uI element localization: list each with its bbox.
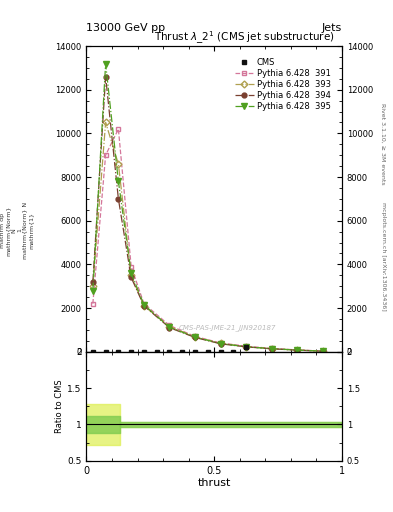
Pythia 6.428  394: [167, 325, 172, 331]
Line: Pythia 6.428  395: Pythia 6.428 395: [90, 60, 326, 354]
Pythia 6.428  394: [269, 346, 274, 352]
Pythia 6.428  391: [103, 152, 108, 158]
CMS: [218, 349, 223, 355]
Line: Pythia 6.428  391: Pythia 6.428 391: [90, 126, 325, 353]
Text: Rivet 3.1.10, ≥ 3M events: Rivet 3.1.10, ≥ 3M events: [381, 102, 386, 184]
Text: 13000 GeV pp: 13000 GeV pp: [86, 23, 165, 33]
Pythia 6.428  394: [320, 348, 325, 354]
CMS: [206, 349, 210, 355]
Text: mathrm d²N
mathrm d²N
mathrm dN
mathrm dp
mathrm{Norm}
N
1
mathrm{Norm} N
mathrm: mathrm d²N mathrm d²N mathrm dN mathrm d…: [0, 202, 33, 259]
Pythia 6.428  394: [103, 74, 108, 80]
Pythia 6.428  391: [193, 333, 197, 339]
CMS: [116, 349, 121, 355]
Pythia 6.428  394: [116, 196, 121, 202]
CMS: [141, 349, 146, 355]
Pythia 6.428  391: [141, 301, 146, 307]
CMS: [231, 349, 236, 355]
Line: Pythia 6.428  394: Pythia 6.428 394: [90, 74, 325, 354]
Pythia 6.428  391: [244, 343, 248, 349]
Pythia 6.428  391: [269, 345, 274, 351]
Pythia 6.428  393: [295, 347, 299, 353]
Line: CMS: CMS: [90, 345, 248, 354]
Text: mcplots.cern.ch [arXiv:1306.3436]: mcplots.cern.ch [arXiv:1306.3436]: [381, 202, 386, 310]
Pythia 6.428  393: [167, 324, 172, 330]
Pythia 6.428  393: [269, 346, 274, 352]
Pythia 6.428  391: [167, 323, 172, 329]
CMS: [129, 349, 134, 355]
Y-axis label: Ratio to CMS: Ratio to CMS: [55, 379, 64, 433]
Pythia 6.428  394: [141, 303, 146, 309]
Pythia 6.428  393: [116, 161, 121, 167]
Pythia 6.428  393: [129, 272, 134, 279]
X-axis label: thrust: thrust: [198, 478, 231, 488]
Pythia 6.428  393: [244, 344, 248, 350]
Pythia 6.428  394: [90, 279, 95, 285]
Pythia 6.428  395: [320, 348, 325, 354]
Pythia 6.428  395: [269, 346, 274, 352]
Pythia 6.428  393: [141, 303, 146, 309]
Line: Pythia 6.428  393: Pythia 6.428 393: [90, 120, 325, 354]
Pythia 6.428  391: [295, 347, 299, 353]
Pythia 6.428  395: [244, 344, 248, 350]
Pythia 6.428  394: [295, 347, 299, 353]
Pythia 6.428  393: [193, 334, 197, 340]
Pythia 6.428  395: [295, 347, 299, 353]
CMS: [193, 349, 197, 355]
CMS: [167, 349, 172, 355]
Pythia 6.428  394: [244, 344, 248, 350]
Pythia 6.428  395: [218, 340, 223, 347]
Pythia 6.428  393: [218, 340, 223, 347]
Pythia 6.428  391: [90, 301, 95, 307]
Pythia 6.428  395: [103, 60, 108, 67]
Pythia 6.428  393: [90, 283, 95, 289]
Pythia 6.428  395: [90, 287, 95, 293]
Pythia 6.428  393: [320, 348, 325, 354]
Pythia 6.428  394: [218, 340, 223, 347]
Pythia 6.428  394: [129, 274, 134, 281]
Pythia 6.428  395: [167, 324, 172, 330]
CMS: [90, 349, 95, 355]
Legend: CMS, Pythia 6.428  391, Pythia 6.428  393, Pythia 6.428  394, Pythia 6.428  395: CMS, Pythia 6.428 391, Pythia 6.428 393,…: [233, 56, 332, 113]
CMS: [103, 349, 108, 355]
Pythia 6.428  391: [320, 348, 325, 354]
Pythia 6.428  395: [129, 270, 134, 276]
Pythia 6.428  395: [116, 178, 121, 184]
Pythia 6.428  391: [129, 264, 134, 270]
Text: Thrust $\lambda\_2^1$ (CMS jet substructure): Thrust $\lambda\_2^1$ (CMS jet substruct…: [154, 30, 334, 46]
Pythia 6.428  393: [103, 119, 108, 125]
CMS: [244, 344, 248, 350]
Text: CMS-PAS-JME-21_JJN920187: CMS-PAS-JME-21_JJN920187: [178, 324, 276, 331]
Pythia 6.428  395: [193, 334, 197, 340]
CMS: [180, 349, 185, 355]
Pythia 6.428  391: [218, 340, 223, 346]
Pythia 6.428  395: [141, 302, 146, 308]
Pythia 6.428  391: [116, 126, 121, 132]
Text: Jets: Jets: [321, 23, 342, 33]
CMS: [154, 349, 159, 355]
Pythia 6.428  394: [193, 334, 197, 340]
